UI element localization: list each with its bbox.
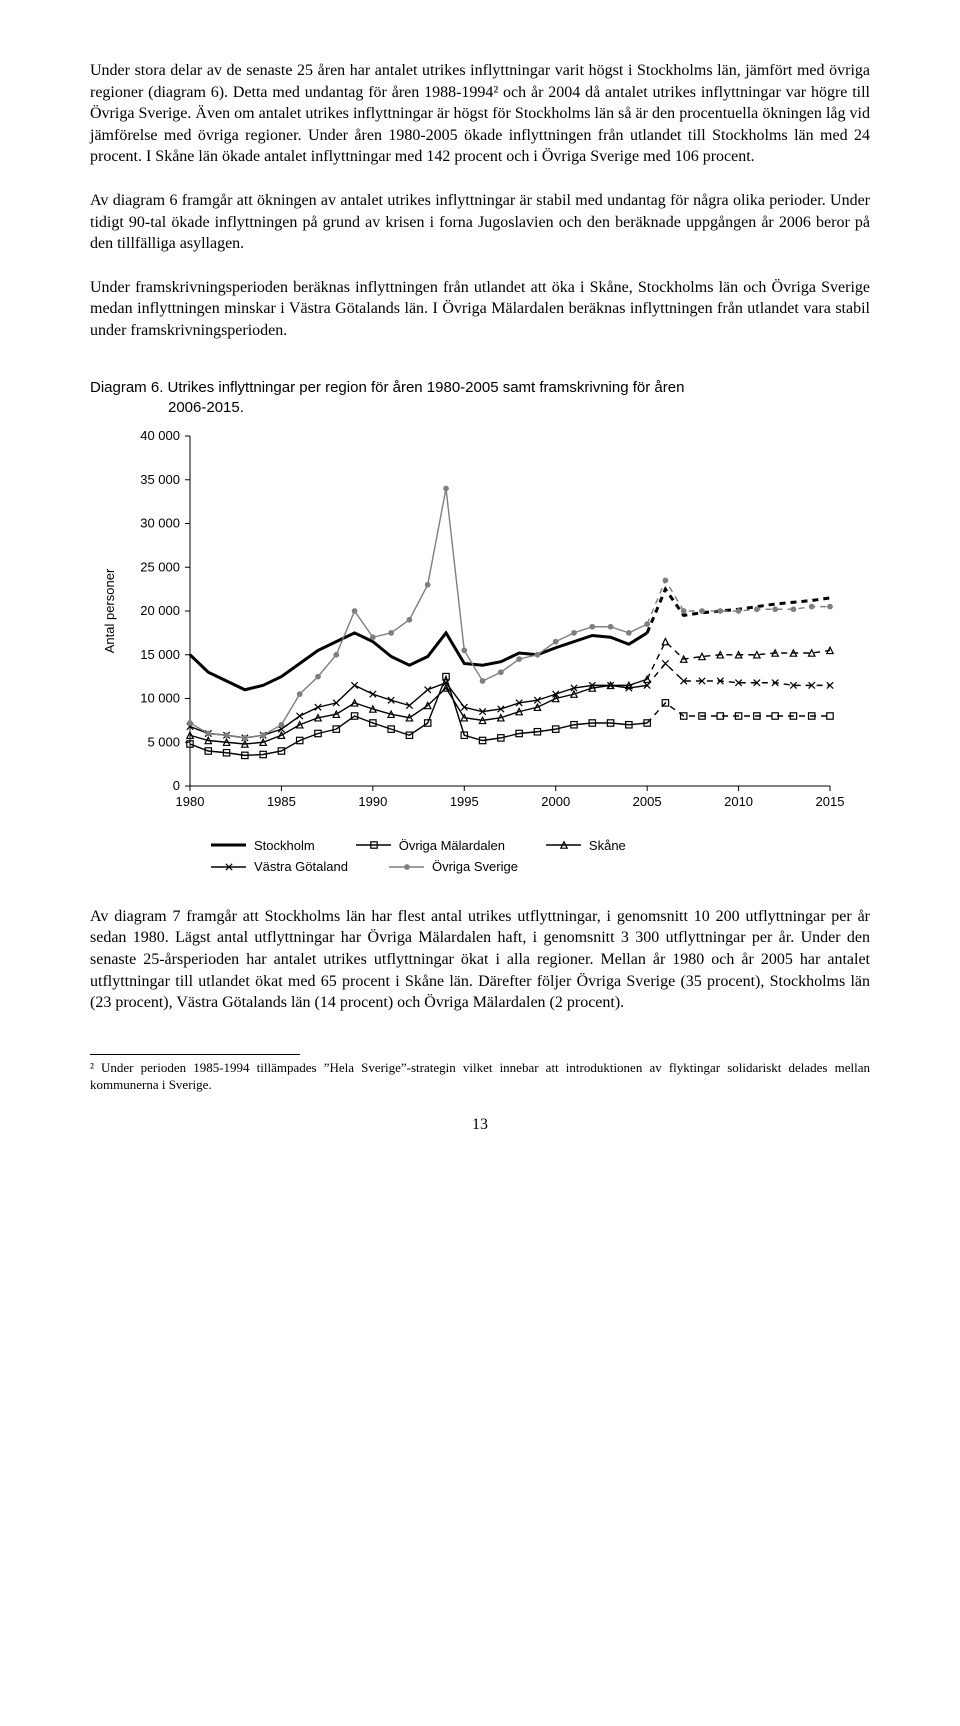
svg-text:2005: 2005 xyxy=(633,794,662,809)
svg-text:40 000: 40 000 xyxy=(140,428,180,443)
svg-text:0: 0 xyxy=(173,778,180,793)
chart-legend: Stockholm Övriga Mälardalen Skåne Västra Gö… xyxy=(90,837,870,876)
paragraph-2: Av diagram 6 framgår att ökningen av ant… xyxy=(90,190,870,255)
paragraph-3: Under framskrivningsperioden beräknas in… xyxy=(90,277,870,342)
svg-text:Antal personer: Antal personer xyxy=(102,568,117,653)
svg-text:2015: 2015 xyxy=(816,794,845,809)
legend-label: Västra Götaland xyxy=(254,858,348,876)
svg-text:25 000: 25 000 xyxy=(140,559,180,574)
svg-text:15 000: 15 000 xyxy=(140,647,180,662)
svg-text:10 000: 10 000 xyxy=(140,691,180,706)
svg-text:2010: 2010 xyxy=(724,794,753,809)
legend-item: Övriga Sverige xyxy=(388,858,518,876)
legend-item: Övriga Mälardalen xyxy=(355,837,505,855)
svg-text:5 000: 5 000 xyxy=(147,734,180,749)
paragraph-1: Under stora delar av de senaste 25 åren … xyxy=(90,60,870,168)
chart-diagram-6: 0 5 000 10 000 15 000 20 000 25 000 30 000 35 0… xyxy=(90,426,870,876)
svg-text:1985: 1985 xyxy=(267,794,296,809)
legend-label: Stockholm xyxy=(254,837,315,855)
svg-text:2000: 2000 xyxy=(541,794,570,809)
chart-title-line2: 2006-2015. xyxy=(90,398,870,418)
legend-label: Övriga Sverige xyxy=(432,858,518,876)
paragraph-4: Av diagram 7 framgår att Stockholms län … xyxy=(90,906,870,1014)
legend-item: Skåne xyxy=(545,837,626,855)
svg-text:20 000: 20 000 xyxy=(140,603,180,618)
footnote-rule xyxy=(90,1054,300,1055)
svg-text:1980: 1980 xyxy=(176,794,205,809)
svg-text:1990: 1990 xyxy=(358,794,387,809)
chart-svg: 0 5 000 10 000 15 000 20 000 25 000 30 000 35 0… xyxy=(90,426,850,826)
legend-item: Västra Götaland xyxy=(210,858,348,876)
chart-title: Diagram 6. Utrikes inflyttningar per reg… xyxy=(90,378,870,419)
legend-item: Stockholm xyxy=(210,837,315,855)
svg-text:30 000: 30 000 xyxy=(140,516,180,531)
svg-text:1995: 1995 xyxy=(450,794,479,809)
chart-title-line1: Diagram 6. Utrikes inflyttningar per reg… xyxy=(90,379,684,396)
svg-text:35 000: 35 000 xyxy=(140,472,180,487)
legend-label: Övriga Mälardalen xyxy=(399,837,505,855)
footnote-text: ² Under perioden 1985-1994 tillämpades ”… xyxy=(90,1059,870,1094)
legend-label: Skåne xyxy=(589,837,626,855)
page-number: 13 xyxy=(90,1114,870,1136)
